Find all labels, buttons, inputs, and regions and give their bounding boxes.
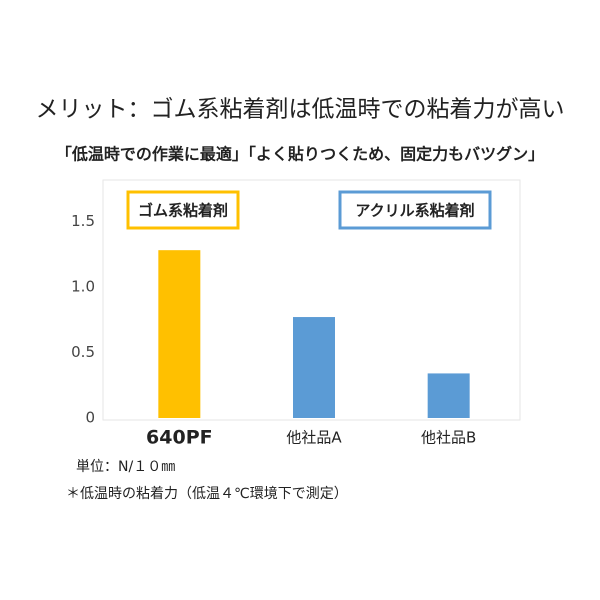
annotation: アクリル系粘着剤 (355, 202, 474, 220)
y-tick-label: 0.5 (71, 343, 95, 361)
x-tick-label: 640PF (146, 427, 213, 449)
chart-title: メリット：ゴム系粘着剤は低温時での粘着力が高い (36, 97, 565, 123)
annotation-box (338, 190, 492, 230)
footnote: ＊低温時の粘着力（低温４℃環境下で測定） (66, 486, 348, 502)
plot-border (102, 179, 521, 421)
chart-subtitle: 「低温時での作業に最適」「よく貼りつくため、固定力もバツグン」 (56, 145, 544, 164)
annotation: ゴム系粘着剤 (138, 202, 228, 220)
bar (158, 250, 201, 418)
y-tick-label: 1.5 (71, 212, 95, 230)
y-tick-label: 1.0 (71, 277, 95, 295)
bar (427, 373, 470, 418)
y-tick-label: 0 (85, 409, 95, 427)
annotation-box (126, 190, 240, 230)
x-tick-label: 他社品B (421, 429, 476, 447)
bar (293, 317, 335, 418)
unit-note: 単位：N/１０㎜ (76, 459, 175, 475)
x-tick-label: 他社品A (286, 429, 342, 447)
